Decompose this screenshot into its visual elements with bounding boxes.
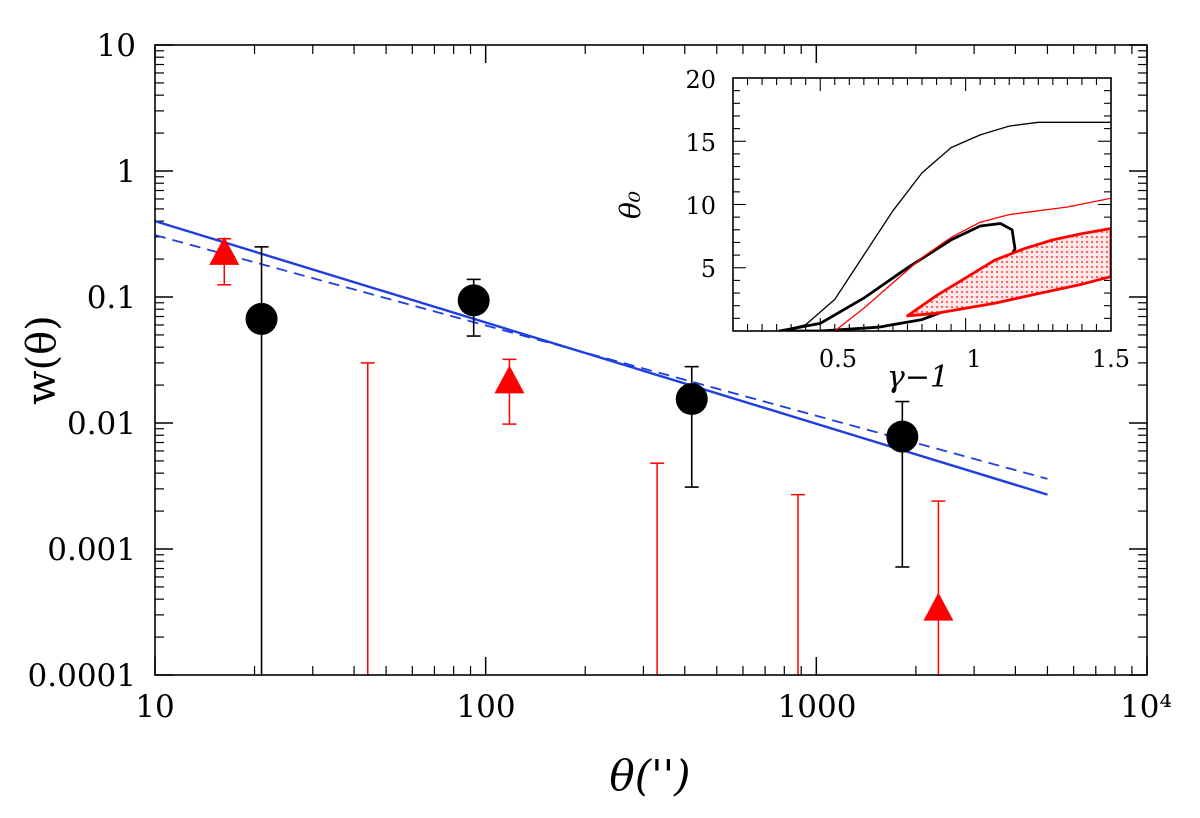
data-point-circle — [457, 284, 490, 317]
inset-curve-red-thin — [834, 197, 1111, 331]
inset-x-axis-title: γ−1 — [887, 360, 949, 395]
inset-x-tick-label: 0.5 — [819, 345, 857, 373]
inset-curves — [778, 121, 1111, 331]
y-tick-label: 1 — [116, 154, 136, 190]
inset-background — [733, 78, 1111, 331]
y-tick-label: 0.01 — [67, 406, 136, 442]
inset-x-tick-label: 1.5 — [1092, 345, 1130, 373]
inset-y-tick-label: 20 — [685, 66, 716, 94]
main-minor-ticks — [155, 45, 1147, 675]
y-tick-label: 0.1 — [87, 280, 136, 316]
inset-y-axis-title: θ₀ — [614, 191, 647, 219]
x-tick-labels: 10 100 1000 10⁴ — [135, 689, 1172, 725]
fit-line-dashed — [154, 234, 1048, 480]
inset-y-tick-label: 15 — [685, 129, 716, 157]
data-point-triangle — [209, 236, 240, 265]
inset-x-tick-labels: 0.5 1 1.5 — [819, 345, 1130, 373]
data-point-triangle — [494, 365, 525, 394]
inset-curve-red-thick-shaded-region — [906, 227, 1111, 318]
y-tick-label: 0.0001 — [28, 658, 136, 694]
inset-frame — [732, 77, 1112, 332]
y-tick-label: 10 — [97, 28, 136, 64]
inset-plot: 0.5 1 1.5 5 10 15 20 γ−1 θ₀ — [614, 66, 1130, 395]
inset-curve-black-thin — [779, 121, 1111, 331]
data-point-circle — [675, 383, 708, 416]
data-markers — [209, 236, 954, 621]
y-tick-labels: 10 1 0.1 0.01 0.001 0.0001 — [28, 28, 136, 694]
main-plot-frame — [154, 44, 1148, 676]
x-tick-label: 10⁴ — [1120, 689, 1172, 725]
x-tick-label: 100 — [456, 689, 515, 725]
inset-curve-black-thick-contour — [778, 222, 1017, 331]
inset-y-tick-label: 10 — [685, 192, 716, 220]
data-point-circle — [886, 420, 919, 453]
data-point-circle — [245, 302, 278, 335]
x-tick-label: 1000 — [778, 689, 857, 725]
x-axis-title: θ('') — [609, 751, 690, 800]
inset-x-tick-label: 1 — [966, 345, 981, 373]
inset-y-tick-labels: 5 10 15 20 — [685, 66, 716, 283]
y-axis-title: w(θ) — [19, 315, 65, 405]
x-tick-label: 10 — [135, 689, 174, 725]
inset-y-tick-label: 5 — [701, 255, 716, 283]
data-point-triangle — [923, 592, 954, 621]
y-tick-label: 0.001 — [47, 532, 136, 568]
main-plot: 10 100 1000 10⁴ 10 1 0.1 0.01 0.001 0.00… — [19, 28, 1172, 800]
